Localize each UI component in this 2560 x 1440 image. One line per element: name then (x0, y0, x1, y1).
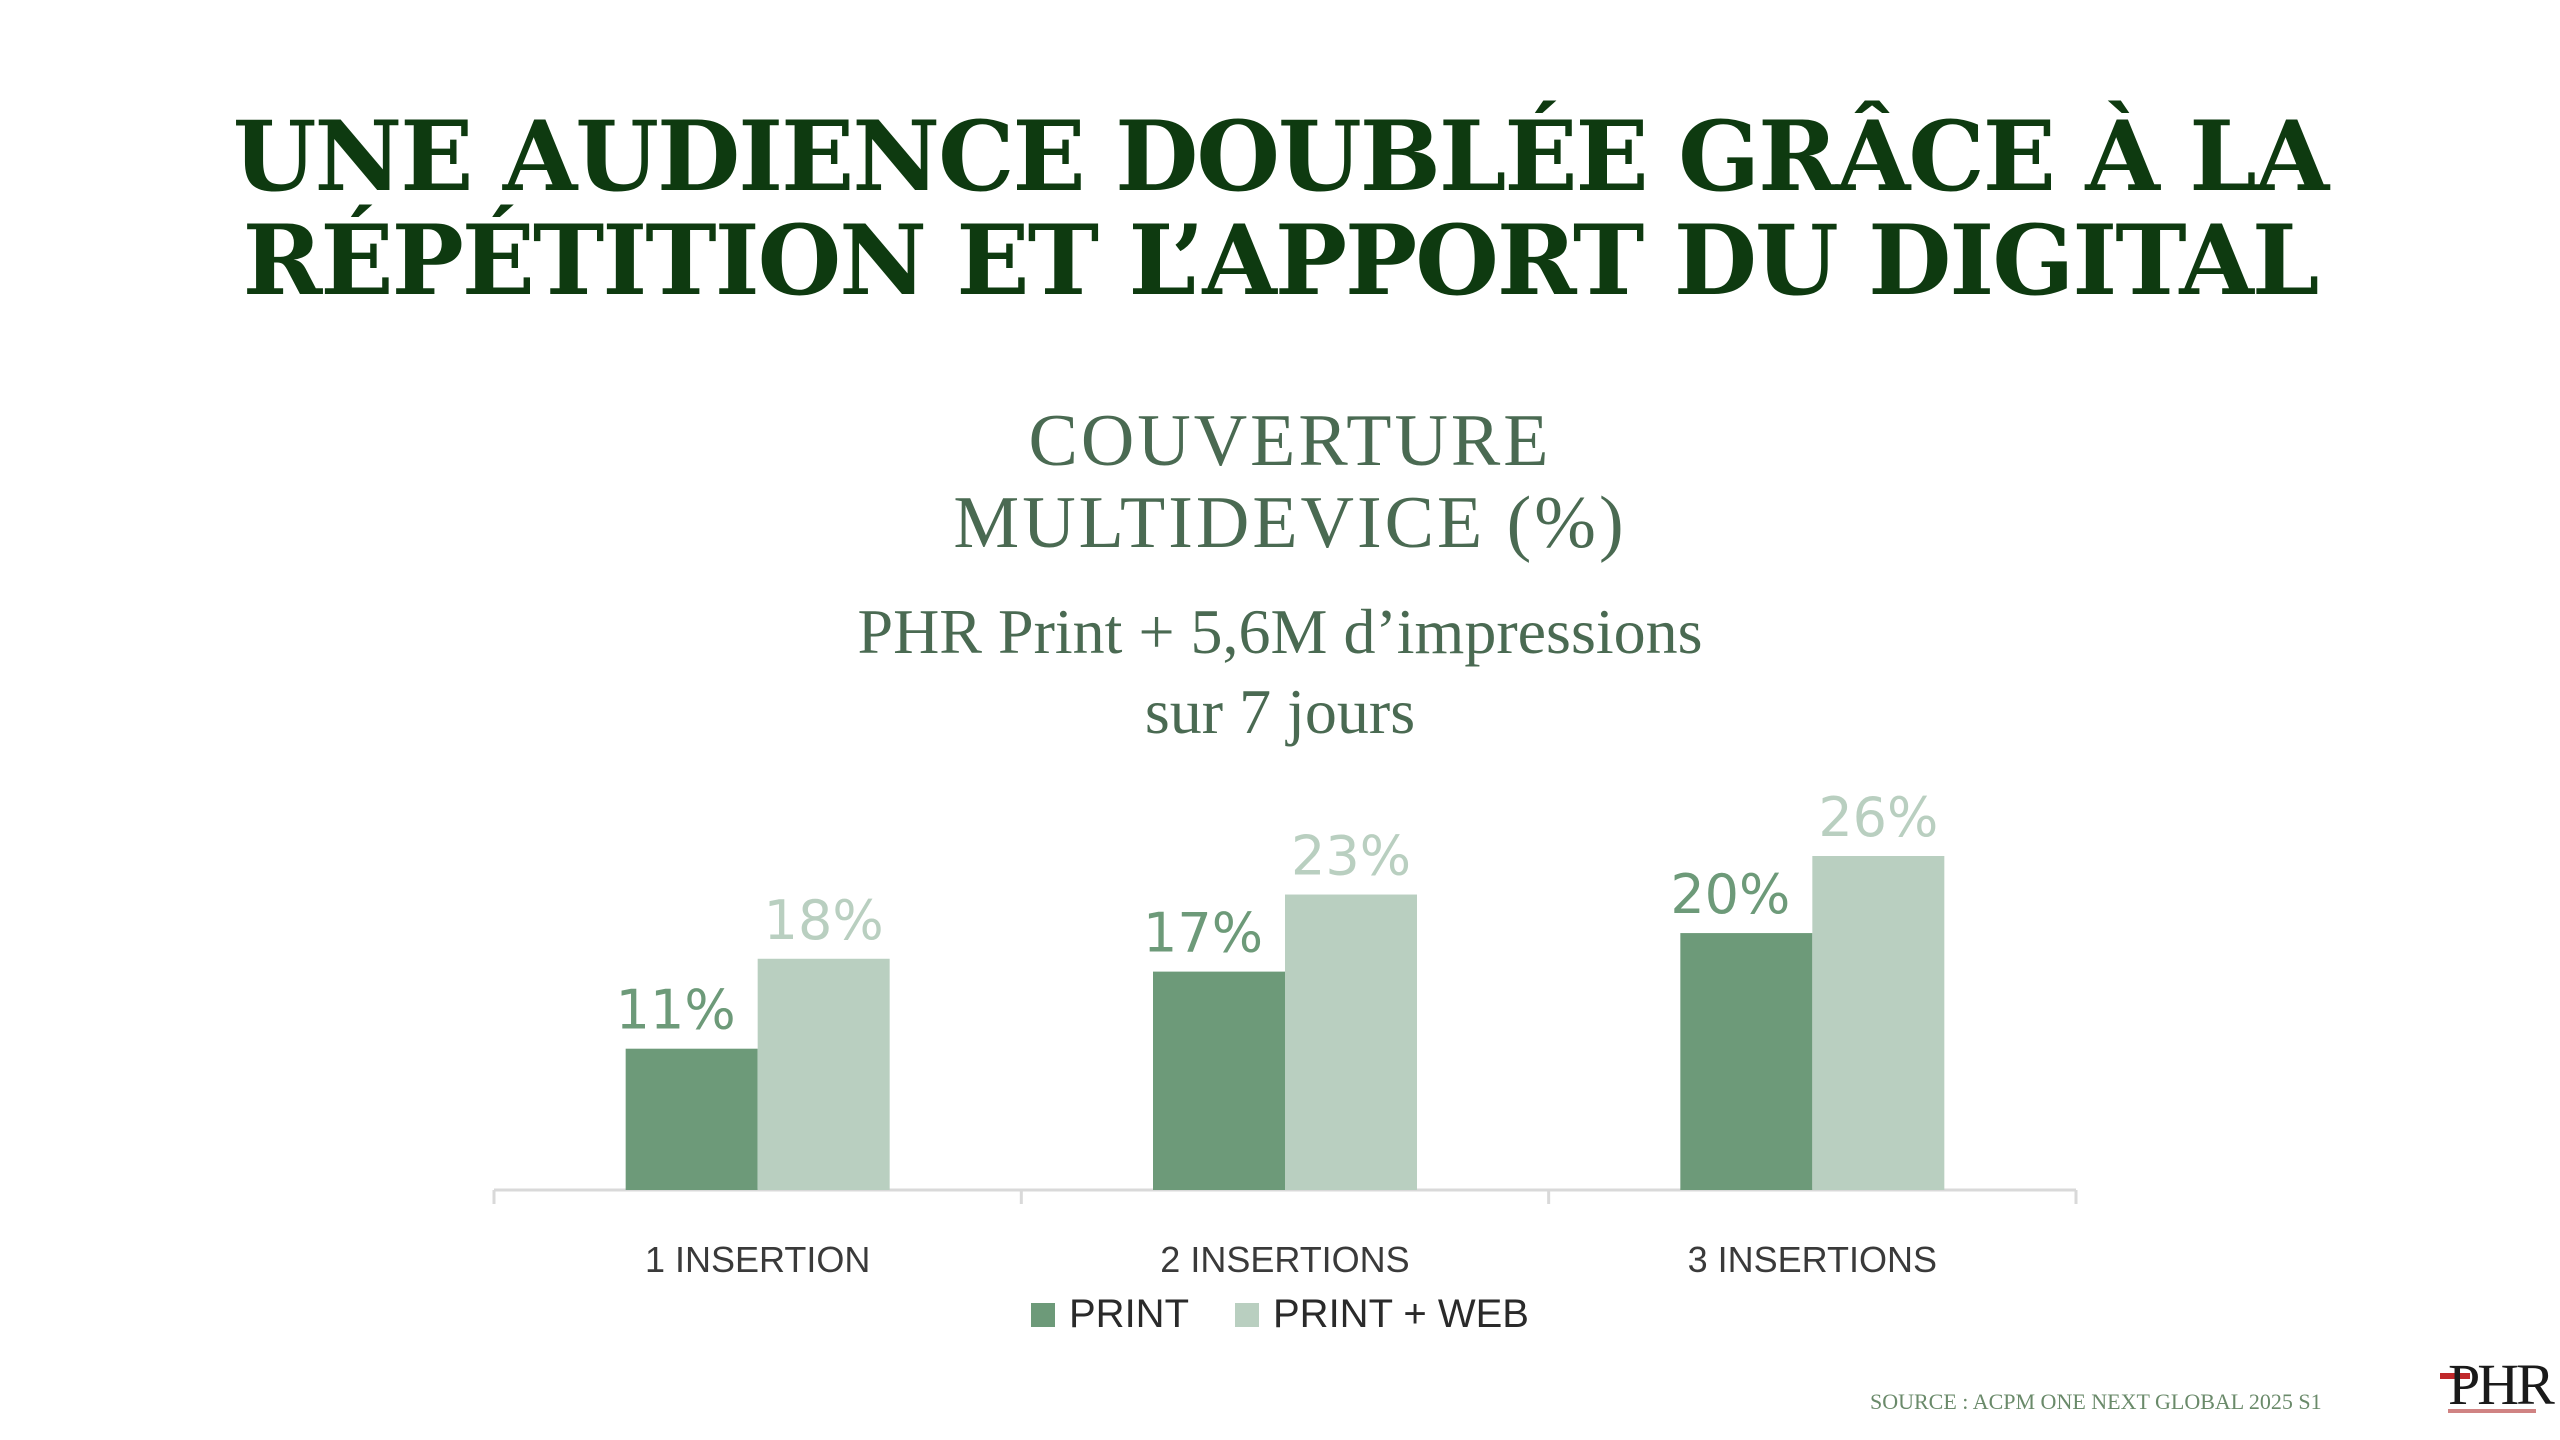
logo-bar (2440, 1373, 2470, 1379)
headline-line-2: RÉPÉTITION ET L’APPORT DU DIGITAL (242, 204, 2320, 317)
logo-underline (2448, 1409, 2536, 1413)
bar-print-2 (1153, 971, 1285, 1190)
chart-title: COUVERTURE MULTIDEVICE (%) (0, 400, 2560, 564)
bar-print-web-3 (1812, 856, 1945, 1190)
bar-print-web-1 (757, 958, 890, 1190)
chart-title-text: COUVERTURE MULTIDEVICE (%) (953, 400, 1627, 564)
data-label-print-3: 20% (1670, 863, 1790, 926)
data-label-print-web-3: 26% (1818, 786, 1938, 849)
data-label-print-web-2: 23% (1291, 825, 1411, 888)
category-label-3: 3 INSERTIONS (1688, 1239, 1937, 1280)
chart-subtitle: PHR Print + 5,6M d’impressions sur 7 jou… (0, 592, 2560, 752)
category-label-2: 2 INSERTIONS (1160, 1239, 1409, 1280)
bar-print-web-2 (1285, 894, 1417, 1190)
legend-swatch-print-web (1235, 1302, 1259, 1327)
bar-print-1 (625, 1048, 758, 1190)
legend-label-print: PRINT (1069, 1292, 1189, 1336)
data-label-print-2: 17% (1143, 902, 1263, 965)
data-label-print-1: 11% (616, 979, 736, 1042)
data-label-print-web-1: 18% (764, 889, 884, 952)
legend-swatch-print (1031, 1302, 1055, 1327)
chart-legend: PRINT PRINT + WEB (0, 1292, 2560, 1337)
chart-subtitle-line-2: sur 7 jours (1144, 676, 1416, 747)
bar-print-3 (1680, 933, 1813, 1190)
legend-item-print: PRINT (1031, 1292, 1189, 1337)
headline: UNE AUDIENCE DOUBLÉE GRÂCE À LA RÉPÉTITI… (0, 105, 2560, 313)
source-note: SOURCE : ACPM ONE NEXT GLOBAL 2025 S1 (1870, 1389, 2322, 1414)
phr-logo: PHR (2440, 1352, 2555, 1417)
legend-item-print-web: PRINT + WEB (1235, 1292, 1529, 1337)
logo-text: PHR (2448, 1352, 2555, 1417)
headline-line-1: UNE AUDIENCE DOUBLÉE GRÂCE À LA (232, 100, 2329, 213)
legend-label-print-web: PRINT + WEB (1273, 1292, 1529, 1336)
chart-subtitle-line-1: PHR Print + 5,6M d’impressions (857, 596, 1703, 667)
category-label-1: 1 INSERTION (645, 1239, 870, 1280)
